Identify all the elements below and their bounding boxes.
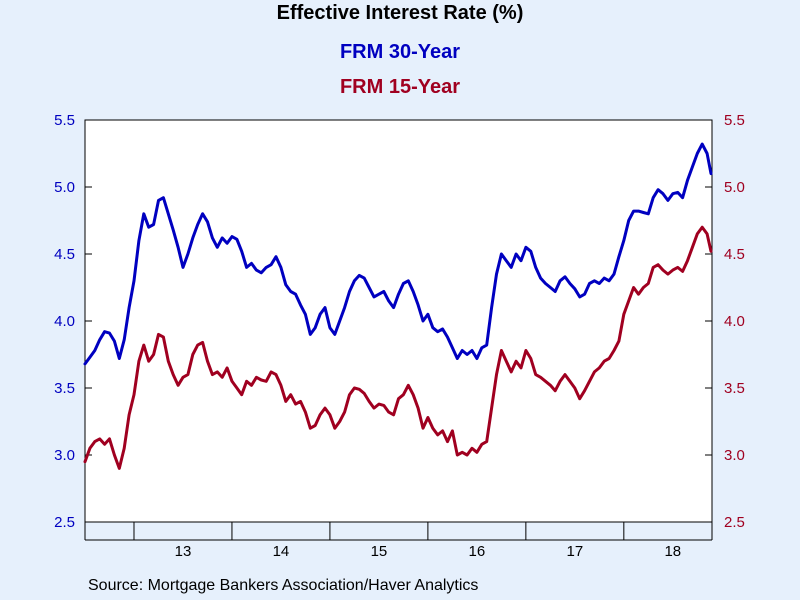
y-left-tick-label: 3.5 — [54, 380, 75, 397]
y-right-tick-label: 5.5 — [724, 112, 745, 129]
chart-title: Effective Interest Rate (%) — [276, 2, 524, 24]
y-left-tick-label: 4.0 — [54, 313, 75, 330]
x-tick-label: 14 — [273, 543, 290, 560]
x-tick-label: 16 — [469, 543, 486, 560]
y-right-tick-label: 3.5 — [724, 380, 745, 397]
y-left-tick-label: 4.5 — [54, 246, 75, 263]
plot-area — [84, 119, 713, 523]
y-left-tick-label: 2.5 — [54, 514, 75, 531]
y-right-tick-label: 2.5 — [724, 514, 745, 531]
legend-frm30: FRM 30-Year — [339, 41, 461, 63]
y-left-tick-label: 5.5 — [54, 112, 75, 129]
x-tick-label: 15 — [371, 543, 388, 560]
series-line-frm30 — [83, 142, 713, 366]
series-group — [83, 142, 713, 470]
x-tick-label: 17 — [567, 543, 584, 560]
x-tick-label: 18 — [664, 543, 681, 560]
axes: 13 14 15 16 17 18 2.5 3.0 3.5 4.0 4.5 5.0 5.5 2.5 3.0 3… — [54, 112, 745, 560]
y-right-tick-label: 4.0 — [724, 313, 745, 330]
y-right-tick-label: 4.5 — [724, 246, 745, 263]
source-note: Source: Mortgage Bankers Association/Hav… — [88, 577, 479, 594]
legend-frm15: FRM 15-Year — [339, 76, 461, 98]
series-line-frm15 — [83, 225, 713, 470]
y-right-tick-label: 3.0 — [724, 447, 745, 464]
y-left-tick-label: 3.0 — [54, 447, 75, 464]
y-right-tick-label: 5.0 — [724, 179, 745, 196]
x-tick-label: 13 — [175, 543, 192, 560]
y-left-tick-label: 5.0 — [54, 179, 75, 196]
